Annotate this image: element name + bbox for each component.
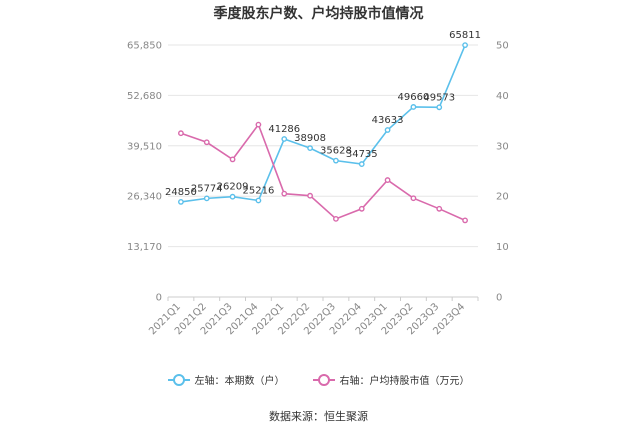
data-point-households (307, 145, 313, 152)
data-label-households: 38908 (294, 133, 326, 144)
series-line-avg-value (180, 122, 466, 222)
data-point-avg-value (255, 121, 262, 128)
series-line-households (180, 44, 466, 203)
chart-title: 季度股东户数、户均持股市值情况 (213, 6, 424, 22)
data-point-households (333, 157, 339, 164)
y-right-tick-label: 20 (496, 192, 509, 203)
chart-legend: 左轴：本期数（户） 右轴：户均持股市值（万元） (0, 372, 637, 387)
data-point-avg-value (178, 130, 184, 137)
data-point-households (281, 136, 288, 142)
data-label-households: 34735 (346, 149, 378, 160)
legend-swatch-avg-value (312, 373, 335, 386)
data-point-households (358, 161, 365, 167)
data-point-avg-value (281, 190, 288, 197)
legend-label-avg-value: 右轴：户均持股市值（万元） (339, 376, 470, 387)
data-point-avg-value (229, 156, 236, 163)
y-left-tick-label: 52,680 (127, 91, 162, 102)
legend-swatch-households (167, 373, 190, 386)
y-right-tick-label: 30 (496, 141, 509, 152)
y-left-tick-label: 39,510 (127, 141, 162, 152)
data-point-avg-value (307, 192, 313, 199)
data-label-households: 26209 (217, 182, 249, 193)
data-point-households (410, 104, 417, 110)
data-point-avg-value (462, 217, 468, 224)
legend-label-households: 左轴：本期数（户） (194, 376, 285, 387)
data-label-households: 49573 (423, 92, 455, 103)
data-label-households: 43633 (372, 115, 404, 126)
legend-item-households[interactable]: 左轴：本期数（户） (167, 372, 285, 387)
data-point-avg-value (203, 139, 210, 146)
y-right-tick-label: 40 (496, 91, 509, 102)
data-point-avg-value (384, 177, 391, 183)
data-label-households: 24850 (165, 187, 197, 198)
data-point-avg-value (358, 205, 365, 212)
y-left-tick-label: 0 (156, 293, 162, 304)
data-label-households: 35628 (320, 146, 352, 157)
y-right-tick-label: 10 (496, 242, 509, 253)
data-label-households: 41286 (268, 124, 300, 135)
legend-item-avg-value[interactable]: 右轴：户均持股市值（万元） (312, 372, 470, 387)
data-point-avg-value (410, 195, 417, 202)
data-point-avg-value (436, 205, 443, 212)
data-point-households (462, 42, 468, 49)
y-left-tick-label: 13,170 (127, 242, 162, 253)
data-label-households: 49660 (398, 92, 430, 103)
data-point-households (229, 193, 236, 200)
data-label-households: 65811 (449, 30, 481, 41)
data-point-households (203, 195, 210, 202)
data-source: 数据来源：恒生聚源 (269, 410, 368, 423)
data-label-households: 25774 (191, 183, 223, 194)
data-point-avg-value (333, 215, 339, 222)
data-point-households (436, 104, 443, 111)
y-left-tick-label: 65,850 (127, 41, 162, 52)
data-point-households (178, 199, 184, 205)
y-left-tick-label: 26,340 (127, 192, 162, 203)
y-right-tick-label: 0 (496, 293, 502, 304)
y-right-tick-label: 50 (496, 41, 509, 52)
data-point-households (384, 127, 391, 133)
data-point-households (255, 197, 262, 204)
data-label-households: 25216 (243, 186, 275, 197)
